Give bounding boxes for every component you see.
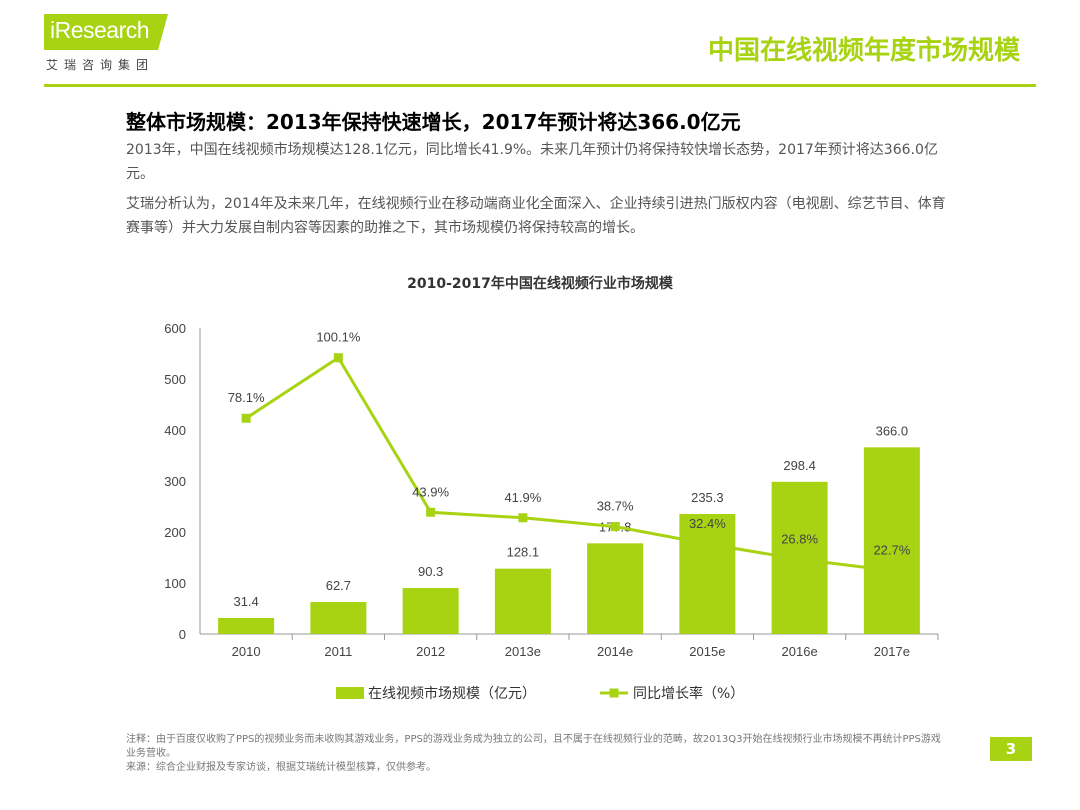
- bar: [402, 587, 459, 634]
- growth-rate-label: 26.8%: [781, 531, 818, 546]
- legend-bar-label: 在线视频市场规模（亿元）: [368, 685, 536, 702]
- chart-title: 2010-2017年中国在线视频行业市场规模: [407, 276, 673, 292]
- y-tick-label: 200: [164, 525, 186, 540]
- bar-value-label: 31.4: [233, 594, 258, 609]
- growth-rate-label: 41.9%: [504, 490, 541, 505]
- growth-rate-point: [241, 413, 251, 423]
- footer-source: 来源：综合企业财报及专家访谈，根据艾瑞统计模型核算，仅供参考。: [126, 762, 436, 773]
- growth-rate-point: [610, 522, 620, 532]
- logo-subtitle: 艾瑞咨询集团: [46, 58, 155, 72]
- growth-rate-label: 38.7%: [597, 499, 634, 514]
- header-divider: [44, 84, 1036, 87]
- paragraph-1: 2013年，中国在线视频市场规模达128.1亿元，同比增长41.9%。未来几年预…: [126, 142, 938, 182]
- x-tick-label: 2012: [416, 644, 445, 659]
- y-tick-label: 400: [164, 423, 186, 438]
- x-tick-label: 2017e: [874, 644, 910, 659]
- logo: iResearch 艾瑞咨询集团: [44, 14, 168, 72]
- growth-rate-label: 32.4%: [689, 516, 726, 531]
- legend-line-marker: [609, 688, 619, 698]
- bar-value-label: 62.7: [326, 578, 351, 593]
- growth-rate-label: 100.1%: [316, 330, 361, 345]
- growth-rate-point: [518, 513, 528, 523]
- paragraph-2: 艾瑞分析认为，2014年及未来几年，在线视频行业在移动端商业化全面深入、企业持续…: [126, 196, 946, 236]
- logo-bar: [44, 14, 168, 50]
- bar-value-label: 366.0: [876, 423, 909, 438]
- headline: 整体市场规模：2013年保持快速增长，2017年预计将达366.0亿元: [126, 110, 741, 134]
- legend-bar-swatch: [336, 687, 364, 699]
- x-tick-label: 2011: [324, 644, 352, 659]
- bar: [587, 543, 644, 634]
- bar: [494, 568, 551, 634]
- page-number: 3: [990, 737, 1032, 761]
- x-tick-label: 2013e: [505, 644, 541, 659]
- bar: [863, 447, 920, 634]
- bar: [218, 617, 275, 634]
- growth-rate-point: [333, 353, 343, 363]
- growth-rate-point: [795, 554, 805, 564]
- bar-value-label: 128.1: [507, 545, 540, 560]
- y-tick-label: 0: [179, 627, 186, 642]
- x-tick-label: 2010: [232, 644, 261, 659]
- growth-rate-label: 43.9%: [412, 484, 449, 499]
- page-title: 中国在线视频年度市场规模: [707, 36, 1020, 66]
- bar-value-label: 235.3: [691, 490, 724, 505]
- footer-notes: 注释：由于百度仅收购了PPS的视频业务而未收购其游戏业务，PPS的游戏业务成为独…: [126, 733, 946, 775]
- growth-rate-point: [426, 507, 436, 517]
- footer-note: 注释：由于百度仅收购了PPS的视频业务而未收购其游戏业务，PPS的游戏业务成为独…: [126, 734, 941, 759]
- growth-rate-label: 22.7%: [873, 543, 910, 558]
- x-tick-label: 2014e: [597, 644, 633, 659]
- logo-text: iResearch: [50, 17, 150, 43]
- y-tick-label: 500: [164, 372, 186, 387]
- bar-value-label: 298.4: [783, 458, 816, 473]
- bar-value-label: 90.3: [418, 564, 443, 579]
- growth-rate-point: [887, 566, 897, 576]
- y-tick-label: 600: [164, 321, 186, 336]
- y-tick-label: 300: [164, 474, 186, 489]
- bar: [310, 602, 367, 634]
- y-tick-label: 100: [164, 576, 186, 591]
- growth-rate-label: 78.1%: [228, 390, 265, 405]
- x-tick-label: 2016e: [782, 644, 818, 659]
- legend-line-label: 同比增长率（%）: [633, 685, 744, 702]
- growth-rate-point: [702, 539, 712, 549]
- bar: [679, 513, 736, 634]
- growth-rate-line: [245, 355, 893, 573]
- x-tick-label: 2015e: [689, 644, 725, 659]
